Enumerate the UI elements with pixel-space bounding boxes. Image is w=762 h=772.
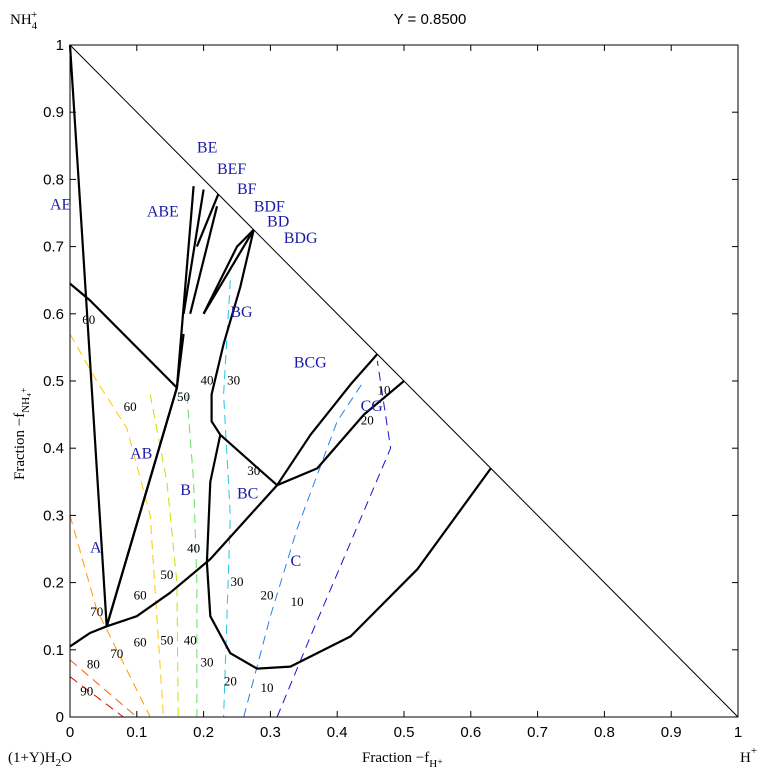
- x-tick-label: 0.3: [260, 724, 281, 741]
- y-tick-label: 0.6: [43, 306, 64, 323]
- phase-boundary: [175, 186, 195, 388]
- contour-value-label: 30: [231, 574, 244, 589]
- phase-boundary: [276, 380, 405, 487]
- contour-value-label: 10: [291, 594, 304, 609]
- contour-line-30: [223, 280, 231, 718]
- phase-boundary: [189, 206, 219, 315]
- phase-boundary: [202, 229, 255, 315]
- region-label: CG: [361, 398, 384, 415]
- bottom-left-corner-label: (1+Y)H2O: [8, 750, 72, 769]
- x-tick-label: 0.8: [594, 724, 615, 741]
- y-tick-label: 0.2: [43, 575, 64, 592]
- phase-boundary: [69, 282, 178, 389]
- contour-value-label: 80: [87, 657, 100, 672]
- contour-value-label: 60: [82, 312, 95, 327]
- chart-title: Y = 0.8500: [394, 11, 467, 28]
- phase-boundary: [105, 333, 185, 627]
- x-tick-label: 0.6: [460, 724, 481, 741]
- contour-value-label: 40: [200, 372, 213, 387]
- bottom-right-corner-label: H+: [740, 745, 757, 766]
- region-label: BCG: [294, 355, 327, 372]
- region-label: ABE: [147, 203, 179, 220]
- contour-value-label: 30: [247, 463, 260, 478]
- y-axis-label: Fraction −fNH₄⁺: [12, 387, 32, 480]
- contour-value-label: 60: [134, 587, 147, 602]
- contour-value-label: 90: [80, 683, 93, 698]
- contour-value-label: 60: [124, 399, 137, 414]
- phase-boundaries: [68, 44, 492, 670]
- contour-value-label: 40: [187, 540, 200, 555]
- region-label: BD: [267, 213, 289, 230]
- region-label: BC: [237, 486, 258, 503]
- region-label: BE: [197, 140, 217, 157]
- region-label: A: [90, 539, 102, 556]
- x-tick-label: 0: [66, 724, 74, 741]
- y-tick-label: 0.8: [43, 171, 64, 188]
- x-tick-label: 0.4: [327, 724, 348, 741]
- contour-line-20: [243, 380, 365, 718]
- contour-line-90: [69, 676, 124, 718]
- y-tick-label: 1: [56, 37, 64, 54]
- contour-line-60: [69, 333, 164, 718]
- contour-value-label: 50: [160, 567, 173, 582]
- region-label: BF: [237, 181, 257, 198]
- phase-boundary: [202, 229, 255, 315]
- contour-value-label: 10: [261, 680, 274, 695]
- region-label: C: [290, 553, 301, 570]
- phase-boundary: [219, 433, 278, 487]
- contour-value-label: 20: [361, 413, 374, 428]
- phase-boundary: [210, 229, 255, 436]
- contour-value-label: 30: [200, 655, 213, 670]
- region-label: B: [180, 482, 191, 499]
- y-tick-label: 0.1: [43, 642, 64, 659]
- x-tick-label: 0.5: [394, 724, 415, 741]
- contour-line-10: [276, 360, 392, 718]
- region-label: AB: [130, 445, 152, 462]
- contour-layer: [69, 280, 392, 718]
- contour-value-label: 70: [110, 646, 123, 661]
- phase-boundary: [276, 353, 379, 486]
- phase-boundary: [69, 625, 108, 648]
- region-label: BDF: [254, 199, 285, 216]
- y-tick-label: 0.7: [43, 239, 64, 256]
- y-tick-label: 0.9: [43, 104, 64, 121]
- phase-boundary: [205, 434, 492, 670]
- contour-value-label: 30: [227, 372, 240, 387]
- phase-boundary: [182, 189, 205, 314]
- contour-value-label: 60: [134, 634, 147, 649]
- contour-value-label: 50: [160, 632, 173, 647]
- y-tick-label: 0.5: [43, 373, 64, 390]
- region-label: AE: [50, 197, 71, 214]
- contour-value-label: 70: [90, 604, 103, 619]
- y-tick-label: 0.4: [43, 440, 64, 457]
- contour-value-label: 10: [377, 382, 390, 397]
- contour-value-label: 20: [261, 587, 274, 602]
- x-tick-label: 0.2: [193, 724, 214, 741]
- contour-line-50: [149, 394, 179, 718]
- region-label: BDG: [284, 230, 318, 247]
- contour-value-label: 20: [224, 673, 237, 688]
- contour-line-70: [69, 515, 151, 718]
- x-axis-label: Fraction −fH⁺: [362, 750, 443, 770]
- top-corner-label: NH4+: [10, 9, 38, 32]
- contour-value-label: 50: [177, 389, 190, 404]
- phase-boundary: [195, 193, 220, 248]
- y-tick-label: 0.3: [43, 507, 64, 524]
- x-tick-label: 0.1: [126, 724, 147, 741]
- y-tick-label: 0: [56, 709, 64, 726]
- contour-line-40: [186, 394, 198, 717]
- phase-boundary: [68, 44, 178, 628]
- x-tick-label: 1: [734, 724, 742, 741]
- region-label: BG: [230, 304, 253, 321]
- phase-boundary: [106, 484, 278, 628]
- x-tick-label: 0.7: [527, 724, 548, 741]
- plot-frame: 0 0.1 0.2 0.3 0.4 0.5 0.6 0.7 0.8 0.9 100.10.20.30…: [43, 37, 742, 741]
- x-tick-label: 0.9: [661, 724, 682, 741]
- contour-value-label: 40: [184, 632, 197, 647]
- region-label: BEF: [217, 161, 246, 178]
